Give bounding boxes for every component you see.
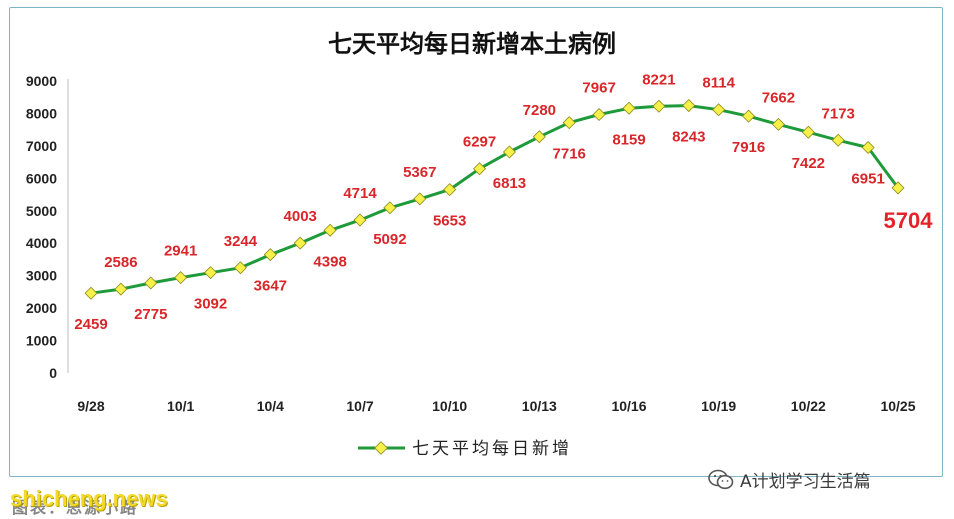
data-label-10/22: 7422 (792, 155, 825, 172)
x-tick-label-2: 10/4 (257, 398, 284, 414)
data-labels-group: 2459 2586 2775 2941 3092 3244 3647 4003 4398 4714… (74, 71, 933, 333)
data-point-10/23 (831, 133, 845, 147)
account-watermark: A计划学习生活篇 (708, 467, 871, 492)
data-point-10/24 (861, 140, 875, 154)
data-label-10/16: 8159 (612, 131, 645, 148)
data-label-10/19: 8114 (702, 75, 735, 92)
data-label-10/6: 4398 (313, 253, 346, 270)
data-point-9/28 (84, 286, 98, 300)
wechat-icon (708, 469, 734, 491)
x-tick-label-4: 10/10 (432, 398, 467, 414)
data-point-10/18 (682, 99, 696, 113)
data-point-10/15 (592, 108, 606, 122)
data-point-10/3 (233, 261, 247, 275)
chart-frame (9, 7, 943, 477)
data-point-10/12 (502, 145, 516, 159)
data-point-10/14 (562, 116, 576, 130)
data-point-10/5 (293, 236, 307, 250)
data-label-10/1: 2941 (164, 243, 197, 260)
axes: 0 1000 2000 3000 4000 5000 6000 7000 8000 9000 9/2… (26, 73, 916, 414)
data-label-10/23: 7173 (822, 105, 855, 122)
data-label-10/10: 5653 (433, 213, 466, 230)
data-label-10/12: 6813 (493, 175, 526, 192)
data-point-10/17 (652, 99, 666, 113)
y-tick-label-4: 4000 (26, 235, 57, 251)
x-tick-label-3: 10/7 (346, 398, 373, 414)
data-point-10/10 (443, 183, 457, 197)
data-point-10/16 (622, 101, 636, 115)
x-tick-label-6: 10/16 (611, 398, 646, 414)
data-label-10/15: 7967 (582, 80, 615, 97)
data-point-10/6 (323, 223, 337, 237)
data-label-10/13: 7280 (523, 102, 556, 119)
data-label-10/20: 7916 (732, 139, 765, 156)
x-tick-label-5: 10/13 (522, 398, 557, 414)
y-tick-label-2: 2000 (26, 300, 57, 316)
legend-marker (374, 441, 388, 455)
data-point-10/21 (771, 117, 785, 131)
data-label-10/24: 6951 (851, 170, 884, 187)
data-label-9/29: 2586 (104, 254, 137, 271)
y-tick-label-9: 9000 (26, 73, 57, 89)
legend-label: 七天平均每日新增 (412, 439, 572, 459)
y-tick-label-7: 7000 (26, 138, 57, 154)
data-label-10/5: 4003 (284, 208, 317, 225)
data-label-10/21: 7662 (762, 89, 795, 106)
data-label-10/8: 5092 (373, 231, 406, 248)
data-point-10/2 (204, 266, 218, 280)
data-point-10/1 (174, 271, 188, 285)
data-point-10/20 (742, 109, 756, 123)
series-line (90, 104, 900, 295)
account-name: A计划学习生活篇 (740, 472, 871, 492)
data-point-10/13 (532, 130, 546, 144)
x-tick-label-8: 10/22 (791, 398, 826, 414)
series-line-group (90, 104, 900, 295)
y-tick-label-5: 5000 (26, 203, 57, 219)
data-label-10/3: 3244 (224, 233, 258, 250)
x-tick-label-0: 9/28 (77, 398, 104, 414)
data-label-9/28: 2459 (74, 316, 107, 333)
chart-title: 七天平均每日新增本土病例 (328, 30, 616, 58)
data-label-10/9: 5367 (403, 164, 436, 181)
data-label-10/2: 3092 (194, 296, 227, 313)
y-tick-label-0: 0 (49, 365, 57, 381)
data-label-10/14: 7716 (553, 146, 586, 163)
x-tick-label-9: 10/25 (880, 398, 915, 414)
data-label-10/18: 8243 (672, 129, 705, 146)
data-label-10/11: 6297 (463, 134, 496, 151)
data-label-10/4: 3647 (254, 278, 287, 295)
data-point-9/30 (144, 276, 158, 290)
data-point-10/22 (801, 125, 815, 139)
data-point-10/8 (383, 201, 397, 215)
y-tick-label-1: 1000 (26, 333, 57, 349)
data-label-10/25: 5704 (884, 208, 934, 233)
chart-source-caption: 图表：思源小路 (12, 498, 139, 517)
legend: 七天平均每日新增 (358, 439, 572, 459)
site-watermark: shicheng.news (10, 486, 168, 511)
data-point-10/25 (891, 181, 905, 195)
y-tick-label-8: 8000 (26, 105, 57, 121)
data-label-10/17: 8221 (642, 71, 675, 88)
data-point-10/19 (712, 103, 726, 117)
data-point-10/9 (413, 192, 427, 206)
y-tick-label-6: 6000 (26, 170, 57, 186)
data-point-10/4 (263, 248, 277, 262)
data-label-9/30: 2775 (134, 306, 167, 323)
x-tick-label-1: 10/1 (167, 398, 194, 414)
data-point-9/29 (114, 282, 128, 296)
data-point-10/11 (473, 162, 487, 176)
data-point-10/7 (353, 213, 367, 227)
data-label-10/7: 4714 (343, 185, 377, 202)
x-tick-label-7: 10/19 (701, 398, 736, 414)
y-tick-label-3: 3000 (26, 268, 57, 284)
markers-group (84, 99, 905, 300)
